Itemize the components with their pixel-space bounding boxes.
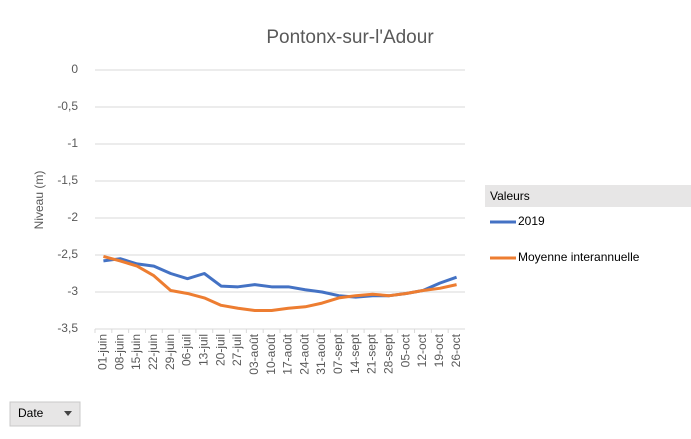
x-tick-label: 19-oct [432,333,446,367]
button-label[interactable]: Date [18,406,44,420]
x-tick-label: 12-oct [415,333,429,367]
dropdown-arrow[interactable] [64,411,72,416]
y-tick-label: -0,5 [57,99,78,113]
x-tick-label: 28-sept [381,333,395,374]
legend-title: Valeurs [490,189,530,203]
x-tick-label: 27-juil [230,334,244,366]
x-tick-label: 13-juil [196,334,210,366]
x-tick-label: 26-oct [449,333,463,367]
x-tick-label: 15-juin [129,334,143,370]
x-tick-label: 07-sept [331,333,345,374]
x-tick-label: 05-oct [398,333,412,367]
legend-label: Moyenne interannuelle [518,250,640,264]
x-tick-label: 01-juin [96,334,110,370]
y-tick-label: -1,5 [57,173,78,187]
filter-button[interactable]: Date [9,401,81,427]
x-tick-label: 14-sept [348,333,362,374]
y-tick-label: -2,5 [57,247,78,261]
series-line [103,255,457,312]
y-axis-label: Niveau (m) [32,171,46,230]
x-tick-label: 24-août [297,333,311,374]
x-tick-label: 08-juin [112,334,126,370]
x-tick-label: 10-août [264,333,278,374]
y-tick-label: -3,5 [57,321,78,335]
chart-title: Pontonx-sur-l'Adour [266,27,434,48]
x-tick-label: 29-juin [163,334,177,370]
y-tick-label: -2 [67,210,78,224]
x-tick-label: 20-juil [213,334,227,366]
legend-label: 2019 [518,214,545,228]
x-tick-label: 03-août [247,333,261,374]
y-tick-label: 0 [71,62,78,76]
legend-header [485,185,691,207]
x-tick-label: 31-août [314,333,328,374]
x-tick-label: 22-juin [146,334,160,370]
x-tick-label: 06-juil [180,334,194,366]
x-tick-label: 17-août [281,333,295,374]
y-tick-label: -3 [67,284,78,298]
x-tick-label: 21-sept [365,333,379,374]
y-tick-label: -1 [67,136,78,150]
